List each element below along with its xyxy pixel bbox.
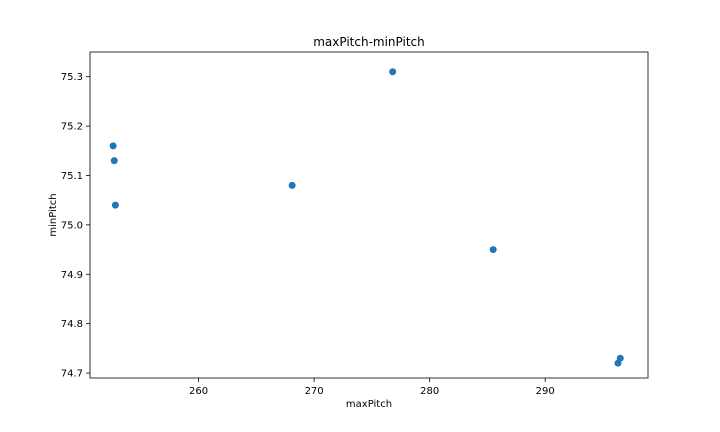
x-tick-label: 280 bbox=[420, 386, 439, 397]
y-tick-label: 75.1 bbox=[61, 171, 83, 182]
data-point bbox=[389, 68, 397, 76]
chart-title: maxPitch-minPitch bbox=[313, 35, 425, 49]
x-tick-label: 290 bbox=[536, 386, 555, 397]
x-axis: 260 270 280 290 bbox=[189, 378, 555, 397]
data-point bbox=[489, 246, 497, 254]
y-tick-label: 75.3 bbox=[61, 72, 83, 83]
data-point bbox=[109, 142, 117, 150]
y-tick-label: 74.7 bbox=[61, 369, 83, 380]
y-tick-label: 74.9 bbox=[61, 270, 83, 281]
y-axis: 74.7 74.8 74.9 75.0 75.1 75.2 75.3 bbox=[61, 72, 90, 380]
y-tick-label: 74.8 bbox=[61, 319, 83, 330]
data-point bbox=[616, 354, 624, 362]
data-point bbox=[288, 181, 296, 189]
plot-area bbox=[109, 68, 624, 367]
x-tick-label: 270 bbox=[305, 386, 324, 397]
x-axis-label: maxPitch bbox=[346, 399, 392, 410]
axes-frame bbox=[89, 51, 649, 379]
data-point bbox=[111, 201, 119, 209]
y-tick-label: 75.0 bbox=[61, 220, 83, 231]
y-axis-label: minPitch bbox=[48, 193, 59, 236]
x-tick-label: 260 bbox=[189, 386, 208, 397]
y-tick-label: 75.2 bbox=[61, 122, 83, 133]
data-point bbox=[110, 157, 118, 165]
